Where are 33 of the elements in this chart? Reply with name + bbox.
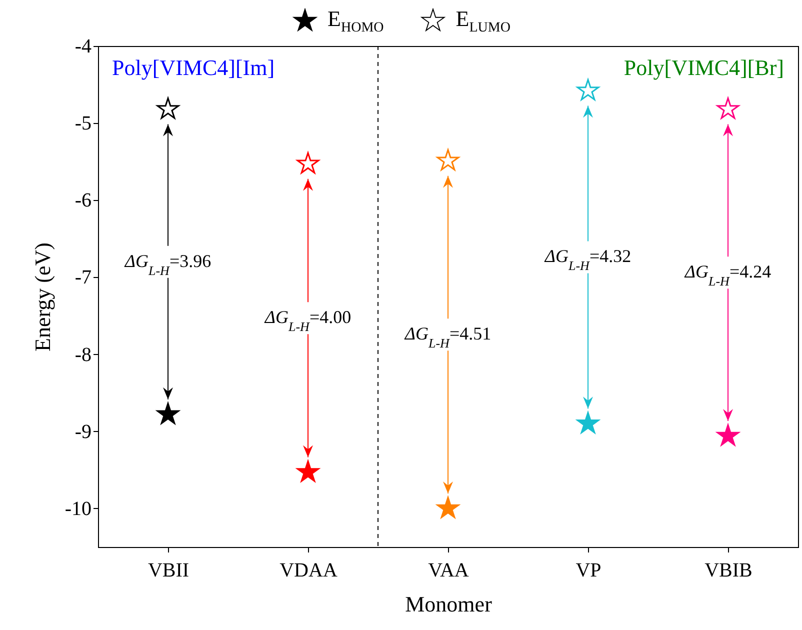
annotation: ΔG$_{L-H}$=4.24 xyxy=(684,262,772,288)
point xyxy=(156,402,180,424)
x-tick-label: VBII xyxy=(148,560,190,582)
annotation: ΔG$_{L-H}$=4.00 xyxy=(264,307,352,334)
y-tick-label: -5 xyxy=(74,112,92,135)
y-tick-label: -8 xyxy=(74,344,92,366)
annotation: Poly[VIMC4][Br] xyxy=(624,55,784,80)
point xyxy=(296,152,320,174)
point xyxy=(156,98,180,119)
legend-label: E$_{HOMO}$ xyxy=(328,6,384,36)
point xyxy=(296,460,320,482)
y-tick-label: -7 xyxy=(74,266,92,289)
point xyxy=(576,79,600,100)
annotation: ΔG$_{L-H}$=3.96 xyxy=(124,250,212,278)
x-tick-label: VDAA xyxy=(280,560,338,582)
point xyxy=(576,412,600,434)
point xyxy=(716,98,740,119)
x-axis-title: Monomer xyxy=(405,592,493,616)
x-tick-label: VBIB xyxy=(704,560,752,582)
point xyxy=(436,149,460,170)
legend-label: E$_{LUMO}$ xyxy=(456,6,510,36)
point xyxy=(716,424,740,446)
point xyxy=(436,496,460,518)
annotation: ΔG$_{L-H}$=4.51 xyxy=(404,324,492,350)
x-tick-label: VP xyxy=(576,560,602,582)
y-tick-label: -10 xyxy=(64,498,92,520)
annotation: ΔG$_{L-H}$=4.32 xyxy=(544,246,632,273)
y-tick-label: -4 xyxy=(74,36,92,58)
y-tick-label: -6 xyxy=(74,190,92,212)
x-tick-label: VAA xyxy=(428,560,470,582)
y-axis-title: Energy (eV) xyxy=(30,242,55,352)
y-tick-label: -9 xyxy=(74,420,92,443)
annotation: Poly[VIMC4][Im] xyxy=(112,55,275,80)
